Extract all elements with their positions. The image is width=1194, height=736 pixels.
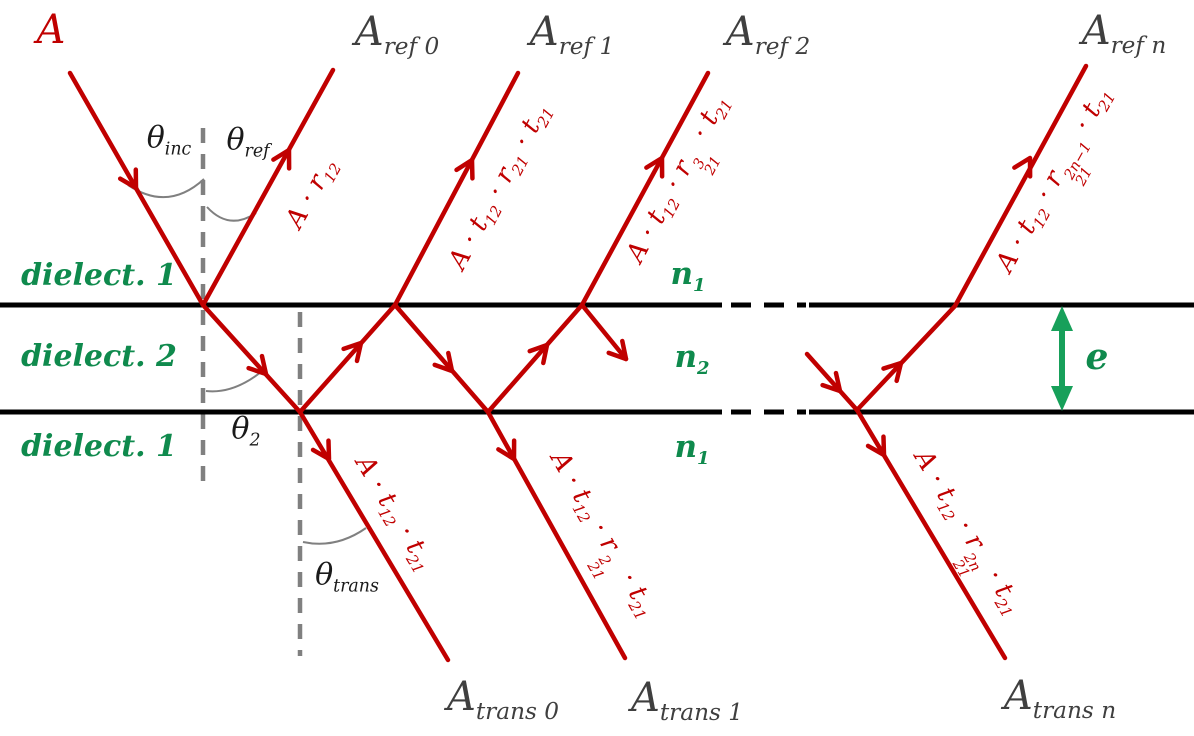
label-a-ref-0: Aref 0: [354, 8, 440, 60]
transmitted-ray-1: [485, 409, 628, 661]
internal-ray-down-1: [392, 302, 491, 415]
angle-label-reflection: θref: [226, 122, 270, 162]
internal-ray-up-n: [854, 303, 958, 413]
label-a-ref-2: Aref 2: [725, 8, 811, 60]
medium-label-top: dielect. 1: [21, 258, 177, 293]
internal-ray-up-1: [297, 302, 398, 415]
label-a-trans-0: Atrans 0: [446, 673, 560, 725]
reflected-ray-1: [392, 70, 521, 308]
medium-label-bottom: dielect. 1: [21, 429, 177, 464]
reflected-ray-n: [952, 63, 1089, 309]
angle-label-transmission: θtrans: [315, 557, 379, 597]
ray-arrowheads: [117, 147, 1033, 462]
label-a-trans-1: Atrans 1: [630, 674, 744, 726]
transmitted-ray-0: [297, 409, 451, 663]
angle-arc-refraction: [205, 371, 262, 393]
angle-label-incidence: θinc: [146, 120, 192, 160]
reflected-ray-0: [200, 67, 336, 308]
index-label-n1-top: n1: [670, 255, 706, 297]
label-a-ref-n: Aref n: [1081, 7, 1167, 59]
internal-ray-in-n: [804, 351, 860, 413]
source-amplitude-label: A: [36, 7, 66, 53]
label-a-trans-n: Atrans n: [1003, 672, 1117, 724]
index-label-n1-bottom: n1: [674, 428, 710, 470]
reflected-ray-2: [579, 70, 711, 308]
angle-arc-transmission: [302, 527, 367, 545]
label-a-ref-1: Aref 1: [529, 8, 615, 60]
refracted-ray-down-0: [200, 302, 303, 415]
index-label-n2: n2: [674, 338, 710, 380]
internal-ray-continuation-stub: [579, 302, 629, 362]
thickness-label: e: [1085, 336, 1109, 378]
medium-label-middle: dielect. 2: [21, 339, 177, 374]
internal-ray-up-2: [485, 302, 585, 415]
thickness-arrow: [1051, 306, 1073, 411]
angle-label-refraction: θ2: [231, 411, 261, 451]
